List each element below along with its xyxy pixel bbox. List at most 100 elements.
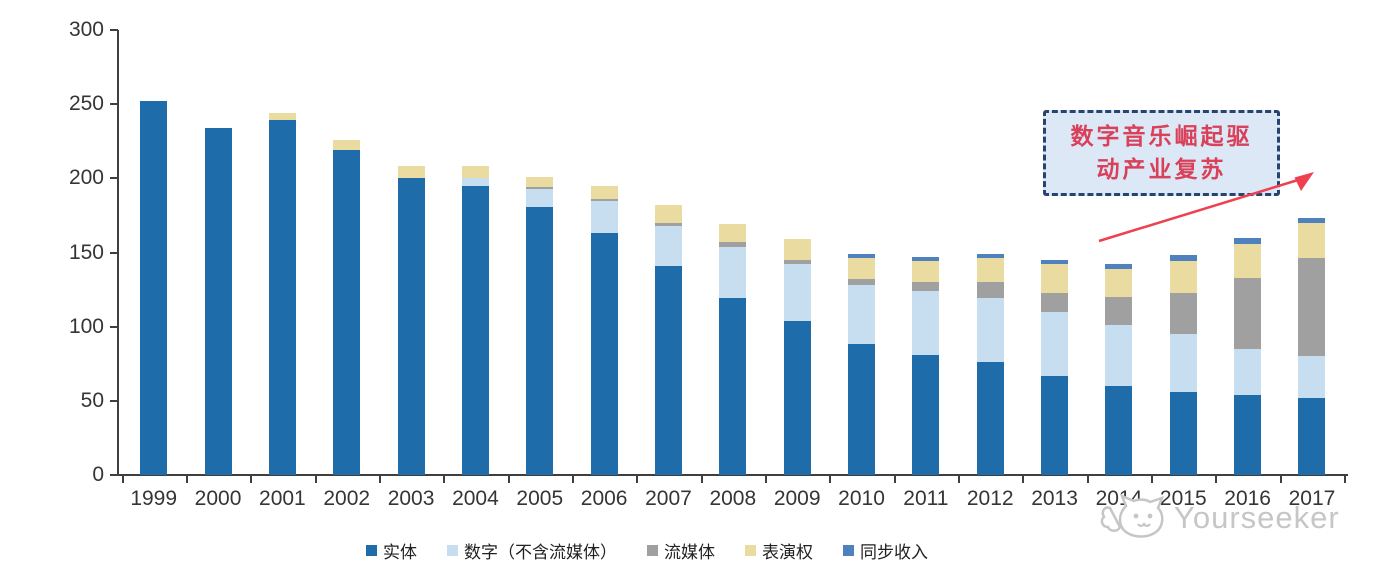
bar-segment-streaming-2012: [976, 282, 1004, 299]
bar-segment-streaming-2016: [1234, 277, 1262, 349]
x-axis-tick-16: [1151, 476, 1154, 483]
x-axis-tick-7: [571, 476, 574, 483]
bar-segment-streaming-2007: [654, 222, 682, 226]
bar-segment-sync-2011: [912, 256, 940, 262]
bar-segment-digital-2007: [654, 225, 682, 266]
bar-segment-physical-2000: [204, 127, 232, 475]
bar-segment-sync-2014: [1105, 264, 1133, 269]
bar-segment-physical-2005: [526, 206, 554, 475]
annotation-text-line2: 动产业复苏: [1096, 156, 1227, 183]
annotation-text-line1: 数字音乐崛起驱: [1070, 123, 1253, 150]
legend-label-streaming: 流媒体: [664, 543, 715, 563]
bar-segment-performance-2013: [1041, 264, 1069, 293]
bar-segment-digital-2012: [976, 298, 1004, 363]
x-axis-label-2009: 2009: [773, 487, 821, 510]
bar-segment-digital-2013: [1041, 311, 1069, 376]
x-axis-tick-5: [443, 476, 446, 483]
bar-segment-performance-2016: [1234, 243, 1262, 278]
bar-segment-performance-2014: [1105, 268, 1133, 297]
x-axis-label-2016: 2016: [1224, 487, 1271, 510]
bar-segment-digital-2014: [1105, 325, 1133, 386]
y-axis-label-150: 150: [68, 240, 104, 264]
legend-item-physical: 实体: [366, 538, 417, 563]
bar-segment-physical-2001: [268, 120, 296, 475]
legend-item-streaming: 流媒体: [647, 538, 715, 563]
x-axis-tick-11: [829, 476, 832, 483]
y-axis-tick-50: [110, 399, 118, 402]
bar-segment-sync-2012: [976, 253, 1004, 259]
x-axis-tick-9: [700, 476, 703, 483]
bar-segment-sync-2015: [1169, 255, 1197, 262]
y-axis-tick-250: [110, 103, 118, 106]
bar-segment-performance-2011: [912, 261, 940, 283]
bar-segment-streaming-2014: [1105, 297, 1133, 326]
bar-segment-performance-2015: [1169, 261, 1197, 293]
x-axis-label-1999: 1999: [130, 487, 178, 510]
x-axis-label-2000: 2000: [194, 487, 242, 510]
legend-item-digital: 数字（不含流媒体）: [447, 538, 617, 563]
y-axis-label-0: 0: [92, 463, 104, 486]
x-axis-tick-6: [507, 476, 510, 483]
watermark-text: Yourseeker: [1174, 500, 1340, 535]
watermark: Yourseeker: [1098, 494, 1340, 544]
bar-segment-sync-2017: [1298, 218, 1326, 223]
y-axis-tick-200: [110, 177, 118, 180]
legend-swatch-performance: [745, 545, 756, 556]
x-axis-tick-4: [378, 476, 381, 483]
legend-label-digital: 数字（不含流媒体）: [464, 543, 617, 563]
x-axis-label-2005: 2005: [516, 487, 564, 510]
y-axis-label-200: 200: [68, 166, 104, 190]
x-axis-tick-18: [1279, 476, 1282, 483]
x-axis-tick-0: [121, 476, 124, 483]
y-axis-tick-150: [110, 251, 118, 254]
x-axis-line: [117, 474, 1348, 476]
legend-swatch-physical: [366, 545, 377, 556]
yourseeker-cat-logo-icon: [1100, 494, 1165, 538]
x-axis-tick-12: [893, 476, 896, 483]
bar-segment-digital-2015: [1169, 334, 1197, 392]
legend-swatch-sync: [843, 545, 854, 556]
bar-segment-sync-2016: [1234, 237, 1262, 244]
legend-label-sync: 同步收入: [860, 543, 928, 563]
bar-segment-digital-2008: [719, 246, 747, 299]
bar-segment-digital-2005: [526, 188, 554, 207]
bar-segment-digital-2016: [1234, 348, 1262, 395]
bar-segment-streaming-2013: [1041, 292, 1069, 312]
bar-segment-streaming-2010: [848, 279, 876, 286]
bar-segment-streaming-2009: [783, 259, 811, 265]
x-axis-label-2003: 2003: [387, 487, 435, 510]
x-axis-tick-13: [958, 476, 961, 483]
bar-segment-physical-2015: [1169, 391, 1197, 475]
bar-segment-performance-2009: [783, 239, 811, 260]
bar-segment-physical-2007: [654, 265, 682, 475]
bar-segment-physical-2003: [397, 178, 425, 475]
legend-swatch-digital: [447, 545, 458, 556]
bar-segment-streaming-2011: [912, 282, 940, 292]
bar-segment-physical-2006: [590, 233, 618, 475]
legend-swatch-streaming: [647, 545, 658, 556]
y-axis-label-50: 50: [80, 388, 104, 412]
bar-segment-physical-2011: [912, 354, 940, 475]
x-axis-tick-1: [185, 476, 188, 483]
x-axis-tick-19: [1344, 476, 1347, 483]
bar-segment-physical-2004: [461, 185, 489, 475]
bar-segment-performance-2003: [397, 166, 425, 179]
x-axis-label-2002: 2002: [323, 487, 371, 510]
x-axis-label-2012: 2012: [966, 487, 1014, 510]
bar-segment-physical-1999: [140, 101, 168, 475]
bar-segment-digital-2011: [912, 291, 940, 355]
bar-segment-performance-2005: [526, 176, 554, 188]
bar-segment-sync-2010: [848, 253, 876, 259]
bar-segment-physical-2010: [848, 344, 876, 475]
bar-segment-streaming-2006: [590, 199, 618, 201]
bar-segment-physical-2016: [1234, 394, 1262, 475]
bar-segment-sync-2013: [1041, 259, 1069, 265]
x-axis-label-2011: 2011: [903, 487, 949, 510]
bar-segment-digital-2004: [461, 178, 489, 186]
legend-label-performance: 表演权: [762, 543, 813, 563]
y-axis-tick-0: [110, 474, 118, 476]
bar-segment-physical-2002: [333, 150, 361, 475]
x-axis-tick-10: [765, 476, 767, 483]
x-axis-tick-17: [1215, 476, 1218, 483]
x-axis-label-2004: 2004: [452, 487, 499, 510]
